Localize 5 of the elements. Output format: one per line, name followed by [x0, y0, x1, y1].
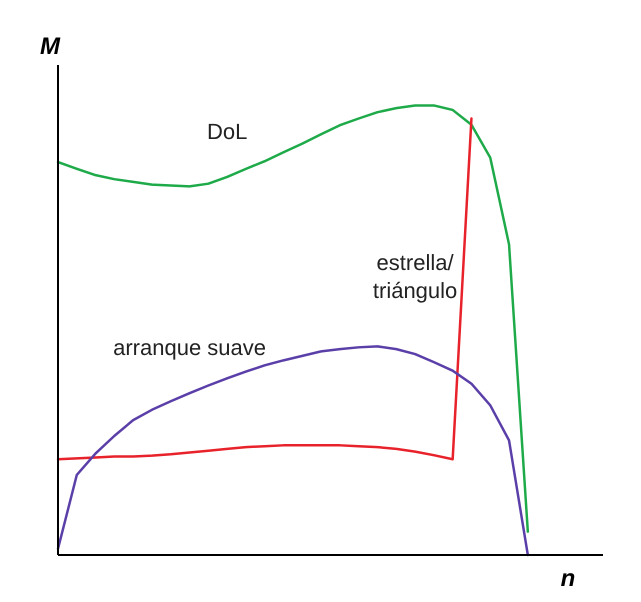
series-label: arranque suave [113, 335, 266, 360]
y-axis-title: M [40, 33, 61, 60]
series-label: estrella/ triángulo [372, 250, 458, 303]
x-axis-title: n [560, 565, 576, 592]
series-label: DoL [206, 118, 248, 144]
